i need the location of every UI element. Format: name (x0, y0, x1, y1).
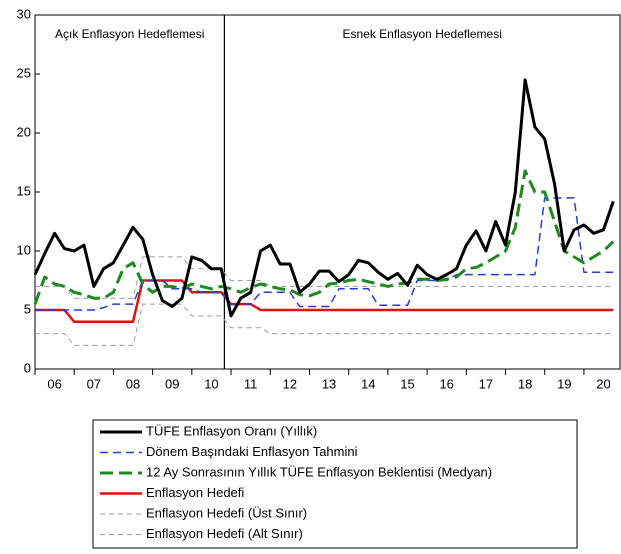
x-tick-label: 16 (439, 376, 453, 391)
legend-label: 12 Ay Sonrasının Yıllık TÜFE Enflasyon B… (146, 464, 492, 479)
x-tick-label: 17 (479, 376, 493, 391)
y-tick-label: 0 (24, 360, 31, 375)
x-tick-label: 11 (244, 376, 258, 391)
series-line (33, 169, 615, 305)
legend-label: Enflasyon Hedefi (146, 485, 244, 500)
legend-box (92, 419, 578, 549)
y-tick-label: 25 (17, 65, 31, 80)
x-tick-label: 13 (322, 376, 336, 391)
series-line (35, 197, 614, 311)
x-tick-label: 19 (557, 376, 571, 391)
y-tick-label: 5 (24, 301, 31, 316)
y-tick-label: 30 (17, 6, 31, 21)
y-tick-label: 15 (17, 183, 31, 198)
annotation: Açık Enflasyon Hedeflemesi (55, 27, 204, 41)
series-line (33, 78, 615, 318)
y-tick-label: 10 (17, 242, 31, 257)
annotation: Esnek Enflasyon Hedeflemesi (342, 27, 501, 41)
legend-label: TÜFE Enflasyon Oranı (Yıllık) (146, 423, 317, 438)
legend-label: Enflasyon Hedefi (Alt Sınır) (146, 526, 303, 541)
y-tick-label: 20 (17, 124, 31, 139)
x-tick-label: 06 (47, 376, 61, 391)
plot-frame (34, 14, 621, 370)
series-line (35, 279, 614, 324)
series-line (35, 256, 614, 299)
x-tick-label: 14 (361, 376, 375, 391)
legend-label: Enflasyon Hedefi (Üst Sınır) (146, 505, 307, 520)
legend-label: Dönem Başındaki Enflasyon Tahmini (146, 444, 358, 459)
x-tick-label: 08 (126, 376, 140, 391)
x-tick-label: 07 (87, 376, 101, 391)
x-tick-label: 18 (518, 376, 532, 391)
x-tick-label: 09 (165, 376, 179, 391)
x-tick-label: 15 (400, 376, 414, 391)
series-line (35, 303, 614, 346)
x-tick-label: 12 (283, 376, 297, 391)
x-tick-label: 10 (204, 376, 218, 391)
x-tick-label: 20 (596, 376, 610, 391)
